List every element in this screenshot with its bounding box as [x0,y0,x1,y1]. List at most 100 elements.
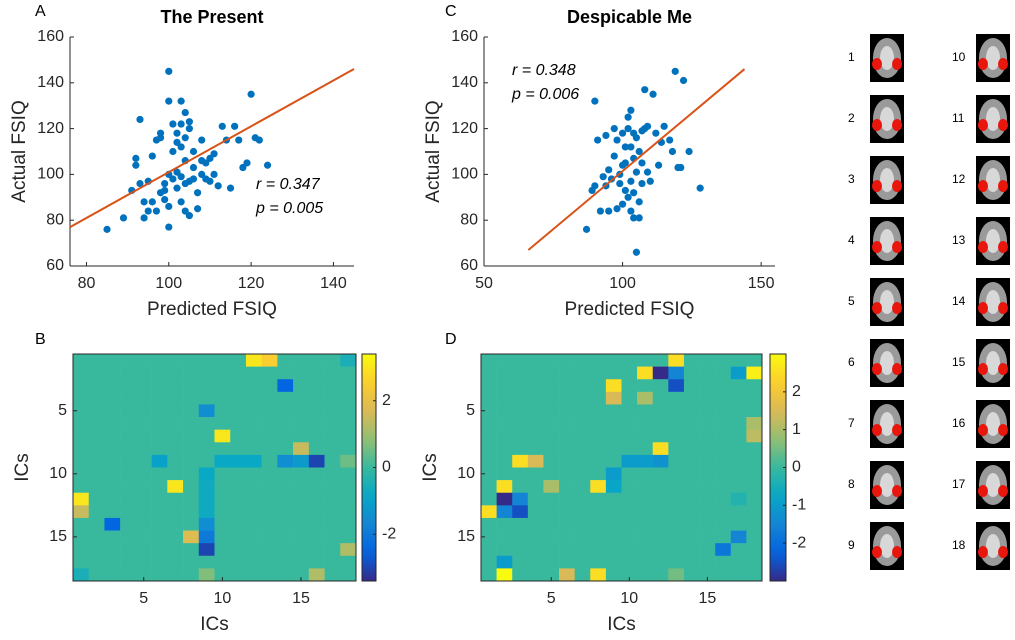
annotation: r = 0.347 [256,176,321,193]
heatmap-cell [496,366,513,380]
data-point [103,225,111,233]
data-point [165,97,173,105]
heatmap-cell [715,517,732,531]
heatmap-cell [543,480,560,494]
heatmap-cell [104,568,121,582]
heatmap-cell [245,429,262,443]
y-tick-label: 5 [58,402,67,419]
data-point [132,161,140,169]
heatmap-cell [683,404,700,418]
heatmap-cell [214,467,231,481]
heatmap-cell [340,505,357,519]
heatmap-cell [574,530,591,544]
heatmap-cell [574,568,591,582]
data-point [239,163,247,172]
heatmap-cell [683,505,700,519]
data-point [119,214,128,222]
data-point [610,125,618,133]
heatmap-cell [183,391,200,405]
heatmap-cell [496,505,513,519]
heatmap-cell [683,454,700,468]
y-tick-label: 120 [451,120,478,137]
data-point [618,200,627,208]
heatmap-cell [120,505,137,519]
brain-core [880,534,894,558]
heatmap-cell [120,379,137,393]
data-point [148,198,156,206]
heatmap-cell [637,391,654,405]
heatmap-cell [512,379,529,393]
data-point [140,198,148,206]
heatmap-cell [512,492,529,506]
heatmap-cell [637,354,654,367]
data-point [630,189,638,197]
activation [998,241,1008,253]
heatmap-cell [543,404,560,418]
data-point [185,118,193,126]
heatmap-cell [104,379,121,393]
heatmap-cell [88,454,105,468]
heatmap-cell [668,366,685,380]
heatmap-cell [621,354,638,367]
heatmap-cell [481,417,497,430]
heatmap-cell [183,568,200,582]
brain-core [986,107,1000,131]
activation [872,363,882,375]
heatmap-cell [214,454,231,468]
heatmap-cell [88,366,105,380]
heatmap-cell [496,454,513,468]
heatmap-cell [590,517,607,531]
heatmap-cell [183,555,200,569]
heatmap-cell [715,492,732,506]
brain-core [986,473,1000,497]
x-tick-label: 5 [139,590,148,607]
y-tick-label: 140 [451,74,478,91]
data-point [173,129,181,137]
heatmap-cell [183,467,200,481]
heatmap-cell [605,429,622,443]
heatmap-cell [261,517,278,531]
data-point [632,248,641,256]
heatmap-cell [135,442,152,456]
heatmap-cell [293,505,310,519]
heatmap-cell [183,517,200,531]
plot-frame [72,353,357,582]
heatmap-cell [637,366,654,380]
activation [978,485,988,497]
heatmap-cell [637,442,654,456]
data-point [643,168,652,176]
heatmap-cell [605,543,622,557]
heatmap-cell [324,379,341,393]
heatmap-cell [135,366,152,380]
component-label: 5 [848,294,855,308]
heatmap-cell [605,568,622,582]
heatmap-cell [746,429,763,443]
heatmap-cell [668,454,685,468]
heatmap-cell [324,568,341,582]
heatmap-cell [277,480,294,494]
heatmap-cell [135,530,152,544]
heatmap-cell [637,429,654,443]
heatmap-cell [512,391,529,405]
colorbar-tick-label: 0 [382,459,391,476]
heatmap-cell [198,442,215,456]
heatmap-cell [637,404,654,418]
heatmap-cell [214,354,231,367]
heatmap-cell [183,354,200,367]
data-point [602,131,610,140]
heatmap-cell [167,354,184,367]
heatmap-cell [605,417,622,430]
heatmap-cell [261,530,278,544]
data-point [177,97,185,105]
heatmap-cell [637,467,654,481]
heatmap-cell [167,467,184,481]
component-label: 16 [952,416,966,430]
data-point [624,113,632,121]
data-point [635,147,643,156]
component-label: 10 [952,50,966,64]
data-point [605,207,613,215]
heatmap-cell [293,492,310,506]
data-point [226,184,235,192]
heatmap-cell [135,467,152,481]
